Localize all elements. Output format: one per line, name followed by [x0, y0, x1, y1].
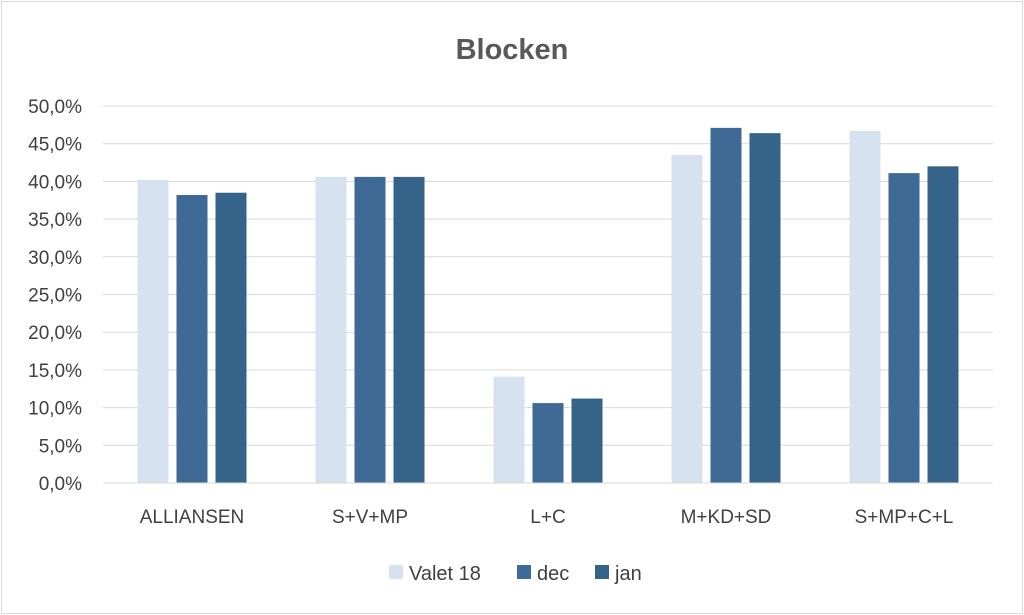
y-tick-label: 15,0% — [28, 361, 82, 382]
y-tick-label: 20,0% — [28, 323, 82, 344]
x-tick-label: S+MP+C+L — [855, 507, 954, 528]
bar-dec-2 — [532, 403, 564, 483]
x-tick-label: ALLIANSEN — [140, 507, 245, 528]
y-tick-label: 30,0% — [28, 248, 82, 269]
bar-valet-18-1 — [315, 176, 347, 483]
x-axis: ALLIANSEN S+V+MP L+C M+KD+SD S+MP+C+L — [103, 482, 993, 528]
bar-jan-1 — [393, 176, 425, 483]
legend: Valet 18 dec jan — [389, 563, 642, 585]
bar-valet-18-0 — [137, 179, 169, 483]
x-tick-label: M+KD+SD — [681, 507, 772, 528]
y-tick-label: 10,0% — [28, 399, 82, 420]
legend-label: jan — [614, 563, 642, 585]
bar-jan-0 — [215, 192, 247, 483]
y-tick-label: 0,0% — [39, 474, 82, 495]
legend-swatch — [595, 565, 609, 579]
legend-label: Valet 18 — [409, 563, 481, 585]
legend-swatch — [389, 565, 403, 579]
y-tick-label: 50,0% — [28, 97, 82, 118]
bar-valet-18-4 — [849, 130, 881, 483]
y-tick-label: 5,0% — [39, 436, 82, 457]
y-tick-label: 35,0% — [28, 210, 82, 231]
y-axis: 0,0% 5,0% 10,0% 15,0% 20,0% 25,0% 30,0% 35,0% 40… — [28, 97, 82, 495]
y-tick-label: 40,0% — [28, 172, 82, 193]
legend-swatch — [517, 565, 531, 579]
y-tick-label: 25,0% — [28, 286, 82, 307]
bar-valet-18-3 — [671, 155, 703, 483]
legend-label: dec — [537, 563, 569, 585]
bar-dec-3 — [710, 127, 742, 483]
bar-dec-0 — [176, 194, 208, 484]
x-tick-label: S+V+MP — [332, 507, 408, 528]
bar-jan-3 — [749, 133, 781, 484]
y-tick-label: 45,0% — [28, 135, 82, 156]
bar-dec-4 — [888, 173, 920, 483]
bar-valet-18-2 — [493, 376, 525, 483]
chart-title: Blocken — [456, 34, 569, 66]
bar-jan-4 — [927, 166, 959, 483]
bars — [137, 127, 959, 484]
x-tick-label: L+C — [530, 507, 565, 528]
bar-jan-2 — [571, 398, 603, 483]
bar-dec-1 — [354, 176, 386, 483]
